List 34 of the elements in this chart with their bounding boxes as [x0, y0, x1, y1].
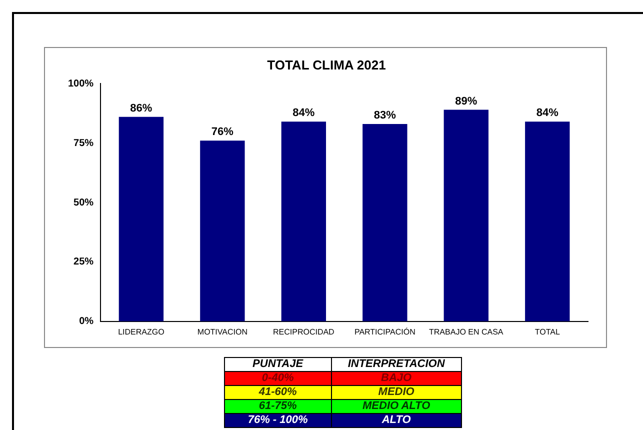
text: PUNTAJE: [224, 358, 332, 372]
text: 61-75%: [224, 400, 332, 414]
y-tick-label: 0%: [79, 316, 94, 328]
chart-title: TOTAL CLIMA 2021: [267, 57, 386, 72]
y-tick-label: 50%: [74, 197, 94, 208]
x-tick-label: TRABAJO EN CASA: [429, 327, 504, 336]
x-tick-label: LIDERAZGO: [118, 327, 164, 336]
x-tick-label: PARTICIPACIÓN: [354, 327, 416, 336]
x-tick-label: TOTAL: [534, 327, 560, 336]
data-label: 84%: [536, 107, 559, 120]
bar: [444, 110, 488, 322]
y-tick-label: 100%: [68, 78, 94, 90]
data-label: 76%: [211, 126, 234, 138]
x-tick-label: RECIPROCIDAD: [273, 327, 335, 336]
x-tick-label: MOTIVACION: [197, 327, 248, 336]
text: 76% - 100%: [224, 414, 332, 428]
bar: [525, 122, 570, 322]
bar: [362, 124, 408, 322]
text: ALTO: [331, 414, 462, 428]
y-tick-label: 75%: [74, 138, 94, 149]
text: INTERPRETACION: [331, 358, 462, 372]
text: MEDIO ALTO: [331, 400, 462, 414]
text: BAJO: [331, 372, 462, 386]
y-tick-label: 25%: [74, 256, 94, 268]
data-label: 83%: [374, 110, 396, 122]
text: 0-40%: [224, 372, 332, 386]
text: MEDIO: [331, 386, 462, 400]
text: 41-60%: [224, 386, 332, 400]
bar: [200, 140, 245, 322]
data-label: 89%: [455, 95, 478, 108]
data-label: 86%: [130, 102, 152, 114]
bar: [281, 122, 326, 322]
data-label: 84%: [292, 107, 315, 120]
bar: [118, 116, 164, 322]
